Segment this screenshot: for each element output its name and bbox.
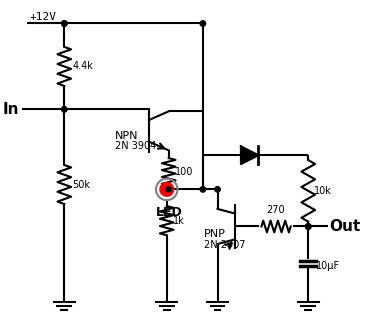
Text: +12V: +12V [29,12,56,21]
Text: 270: 270 [267,205,285,215]
Text: PNP: PNP [204,229,226,239]
Circle shape [166,187,171,192]
Circle shape [62,107,67,112]
Text: 2N 3904: 2N 3904 [115,141,156,151]
Circle shape [62,21,67,26]
Circle shape [200,21,206,26]
Text: In: In [3,102,20,117]
Text: 10μF: 10μF [316,262,340,271]
Circle shape [306,224,311,229]
Text: 1k: 1k [173,215,184,226]
Text: 100: 100 [174,167,193,177]
Text: LED: LED [156,206,183,219]
Circle shape [215,187,220,192]
Text: 4.4k: 4.4k [72,62,93,71]
Circle shape [306,224,311,229]
Text: Out: Out [330,219,361,234]
Text: 50k: 50k [72,180,90,190]
Text: 2N 2907: 2N 2907 [204,240,246,250]
Circle shape [160,183,174,196]
Text: NPN: NPN [115,131,138,141]
Polygon shape [241,146,258,164]
Circle shape [62,21,67,26]
Circle shape [200,187,206,192]
Text: 10k: 10k [314,186,332,196]
